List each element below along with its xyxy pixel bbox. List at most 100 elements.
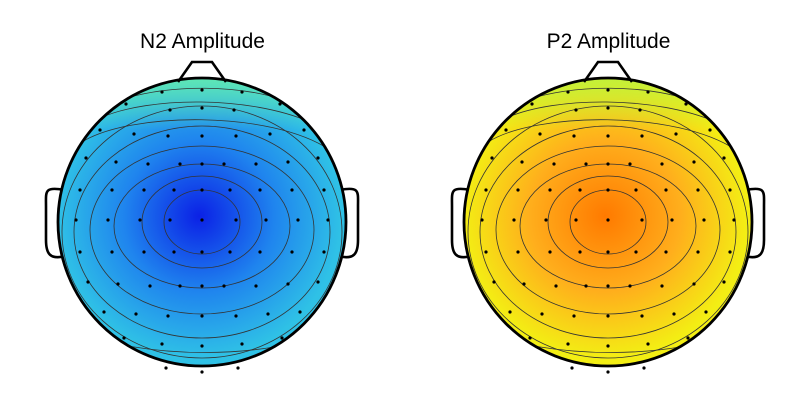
- electrode-marker: [116, 282, 120, 286]
- electrode-marker: [200, 314, 204, 318]
- electrode-marker: [240, 90, 244, 94]
- electrode-marker: [178, 162, 182, 166]
- electrode-marker: [164, 366, 168, 370]
- electrode-marker: [606, 134, 610, 138]
- electrode-marker: [264, 218, 268, 222]
- nose-outline: [582, 60, 634, 83]
- electrode-marker: [606, 314, 610, 318]
- electrode-marker: [646, 90, 650, 94]
- electrode-marker: [240, 342, 244, 346]
- scalp-front-tint: [464, 78, 752, 366]
- electrode-marker: [234, 314, 238, 318]
- electrode-marker: [552, 162, 556, 166]
- electrode-marker: [290, 188, 294, 192]
- contour-line: [495, 145, 721, 315]
- electrode-marker: [134, 312, 138, 316]
- electrode-marker: [664, 188, 668, 192]
- electrode-marker: [548, 250, 552, 254]
- electrode-marker: [258, 188, 262, 192]
- electrode-marker: [566, 90, 570, 94]
- electrode-marker: [606, 344, 610, 348]
- electrode-marker: [168, 108, 172, 112]
- electrode-marker: [584, 162, 588, 166]
- electrode-marker: [606, 370, 610, 374]
- electrode-marker: [142, 188, 146, 192]
- electrode-marker: [578, 188, 582, 192]
- contour-line: [487, 119, 737, 151]
- electrode-marker: [278, 102, 282, 106]
- contour-line: [89, 145, 315, 315]
- electrode-marker: [504, 128, 508, 132]
- contour-line: [81, 119, 331, 151]
- electrode-marker: [168, 218, 172, 222]
- electrode-marker: [528, 336, 532, 340]
- electrode-marker: [286, 160, 290, 164]
- electrode-marker: [298, 310, 302, 314]
- topomap-title-p2: P2 Amplitude: [546, 30, 671, 53]
- electrode-marker: [572, 134, 576, 138]
- topomap-n2: [44, 60, 360, 374]
- electrode-marker: [172, 188, 176, 192]
- electrode-marker: [522, 282, 526, 286]
- topomap-panel-n2: N2 Amplitude: [0, 0, 405, 405]
- electrode-marker: [684, 102, 688, 106]
- nose-outline: [176, 60, 228, 83]
- electrode-marker: [606, 218, 610, 222]
- electrode-marker: [696, 250, 700, 254]
- electrode-marker: [222, 284, 226, 288]
- electrode-marker: [728, 250, 732, 254]
- topomap-panel-p2: P2 Amplitude: [406, 0, 811, 405]
- electrode-marker: [628, 162, 632, 166]
- electrode-marker: [664, 250, 668, 254]
- electrode-marker: [234, 134, 238, 138]
- contour-line: [505, 101, 717, 123]
- left-ear-outline: [450, 187, 473, 259]
- electrode-marker: [322, 250, 326, 254]
- electrode-marker: [692, 160, 696, 164]
- electrode-marker: [148, 284, 152, 288]
- electrode-marker: [628, 284, 632, 288]
- electrode-marker: [316, 280, 320, 284]
- right-ear-outline: [337, 187, 360, 259]
- electrode-marker: [516, 188, 520, 192]
- electrode-marker: [554, 284, 558, 288]
- electrode-marker: [638, 108, 642, 112]
- electrode-marker: [142, 250, 146, 254]
- electrode-marker: [326, 218, 330, 222]
- electrode-marker: [660, 284, 664, 288]
- electrode-marker: [254, 162, 258, 166]
- electrode-marker: [732, 218, 736, 222]
- electrode-marker: [722, 156, 726, 160]
- electrode-marker: [520, 160, 524, 164]
- electrode-marker: [236, 366, 240, 370]
- electrode-marker: [78, 250, 82, 254]
- topomap-p2: [450, 60, 766, 374]
- electrode-marker: [160, 342, 164, 346]
- electrode-marker: [268, 132, 272, 136]
- electrode-marker: [640, 134, 644, 138]
- electrode-marker: [570, 366, 574, 370]
- electrode-marker: [606, 162, 610, 166]
- head-outline: [56, 76, 348, 368]
- electrode-marker: [86, 280, 90, 284]
- electrode-marker: [98, 128, 102, 132]
- electrode-marker: [200, 106, 204, 110]
- electrode-marker: [172, 250, 176, 254]
- electrode-marker: [708, 128, 712, 132]
- contour-line: [99, 101, 311, 123]
- electrode-marker: [84, 156, 88, 160]
- electrode-marker: [200, 344, 204, 348]
- right-ear-outline: [743, 187, 766, 259]
- electrode-marker: [296, 218, 300, 222]
- electrode-marker: [606, 106, 610, 110]
- electrode-marker: [646, 342, 650, 346]
- electrode-marker: [566, 342, 570, 346]
- electrode-marker: [200, 134, 204, 138]
- electrode-marker: [492, 280, 496, 284]
- electrode-marker: [146, 162, 150, 166]
- electrode-marker: [516, 250, 520, 254]
- electrode-marker: [122, 336, 126, 340]
- electrode-marker: [584, 284, 588, 288]
- electrode-marker: [484, 250, 488, 254]
- electrode-marker: [254, 284, 258, 288]
